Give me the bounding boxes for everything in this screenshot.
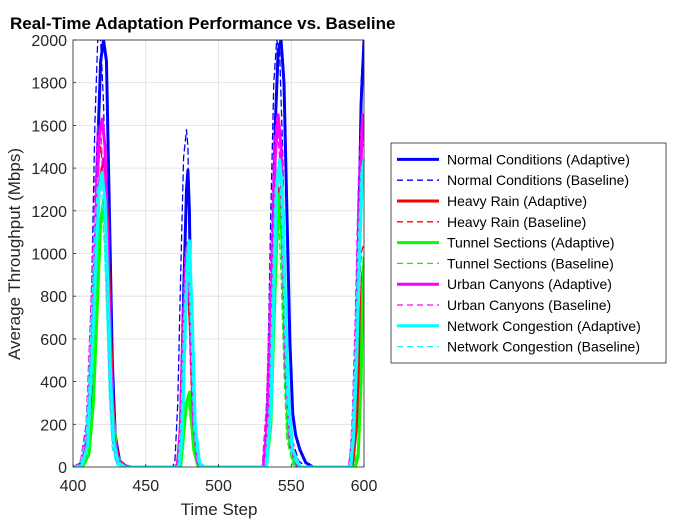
legend-label: Normal Conditions (Baseline) [447, 172, 629, 188]
x-tick-label: 550 [278, 478, 305, 495]
legend-label: Normal Conditions (Adaptive) [447, 151, 630, 167]
x-tick-label: 450 [132, 478, 159, 495]
series-line-7 [73, 116, 364, 467]
y-tick-label: 1400 [31, 161, 67, 178]
y-tick-label: 400 [40, 375, 67, 392]
y-tick-label: 800 [40, 289, 67, 306]
x-axis-ticks: 400 450 500 550 600 [60, 464, 378, 495]
y-tick-label: 1600 [31, 118, 67, 135]
y-tick-label: 1200 [31, 204, 67, 221]
legend-label: Tunnel Sections (Baseline) [447, 255, 614, 271]
legend-label: Heavy Rain (Baseline) [447, 214, 586, 230]
x-axis-label: Time Step [181, 500, 258, 519]
y-tick-label: 2000 [31, 33, 67, 50]
legend-label: Network Congestion (Adaptive) [447, 318, 641, 334]
y-axis-label: Average Throughput (Mbps) [5, 148, 24, 360]
series-line-5 [73, 210, 364, 467]
series-line-3 [73, 146, 364, 467]
y-tick-label: 0 [58, 460, 67, 477]
series-layer [73, 40, 364, 467]
legend-label: Urban Canyons (Adaptive) [447, 276, 612, 292]
y-tick-label: 600 [40, 332, 67, 349]
chart-title: Real-Time Adaptation Performance vs. Bas… [10, 14, 395, 33]
legend-label: Urban Canyons (Baseline) [447, 297, 611, 313]
legend: Normal Conditions (Adaptive) Normal Condi… [390, 142, 667, 364]
series-line-8 [73, 158, 364, 467]
y-tick-label: 1000 [31, 247, 67, 264]
x-tick-label: 400 [60, 478, 87, 495]
legend-label: Heavy Rain (Adaptive) [447, 193, 587, 209]
x-tick-label: 500 [205, 478, 232, 495]
x-tick-label: 600 [351, 478, 378, 495]
y-axis-ticks: 0 200 400 600 800 1000 1200 1400 1600 1800 2000 [31, 33, 76, 477]
legend-label: Network Congestion (Baseline) [447, 339, 640, 355]
legend-label: Tunnel Sections (Adaptive) [447, 235, 615, 251]
series-line-9 [73, 161, 364, 467]
y-tick-label: 200 [40, 417, 67, 434]
y-tick-label: 1800 [31, 76, 67, 93]
